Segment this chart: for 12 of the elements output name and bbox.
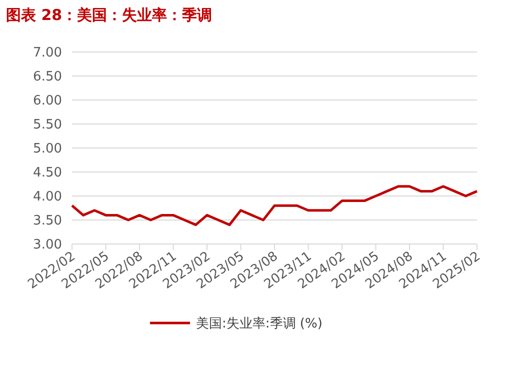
y-tick-label: 5.50 xyxy=(33,118,62,133)
chart-title: 图表 28：美国：失业率：季调 xyxy=(6,6,212,24)
y-tick-label: 6.50 xyxy=(33,70,62,85)
y-tick-label: 6.00 xyxy=(33,94,62,109)
y-tick-label: 5.00 xyxy=(33,142,62,157)
legend-label: 美国:失业率:季调 (%) xyxy=(196,316,322,332)
line-series xyxy=(70,185,478,226)
y-tick-label: 3.00 xyxy=(33,238,62,253)
y-tick-label: 3.50 xyxy=(33,214,62,229)
y-tick-label: 4.50 xyxy=(33,166,62,181)
y-tick-label: 7.00 xyxy=(33,46,62,61)
y-tick-label: 4.00 xyxy=(33,190,62,205)
